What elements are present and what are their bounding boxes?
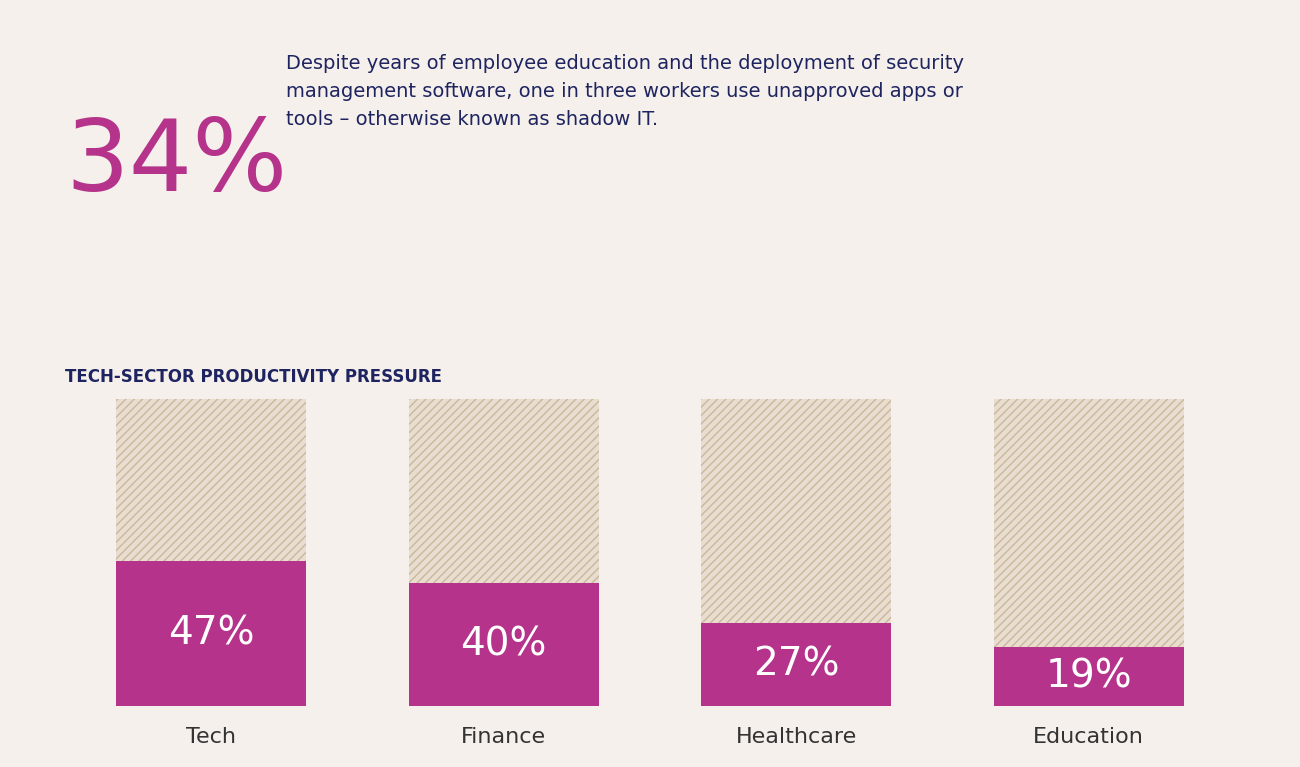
Text: Finance: Finance: [462, 727, 546, 747]
Text: Despite years of employee education and the deployment of security
management so: Despite years of employee education and …: [286, 54, 965, 129]
FancyBboxPatch shape: [993, 399, 1184, 706]
Text: Tech: Tech: [186, 727, 237, 747]
Text: 19%: 19%: [1045, 657, 1132, 696]
Text: 34%: 34%: [65, 115, 287, 212]
Text: Healthcare: Healthcare: [736, 727, 857, 747]
Text: 40%: 40%: [460, 625, 547, 663]
Text: 47%: 47%: [168, 614, 255, 653]
FancyBboxPatch shape: [116, 399, 307, 706]
FancyBboxPatch shape: [408, 583, 599, 706]
Text: TECH-SECTOR PRODUCTIVITY PRESSURE: TECH-SECTOR PRODUCTIVITY PRESSURE: [65, 368, 442, 386]
FancyBboxPatch shape: [408, 399, 599, 706]
FancyBboxPatch shape: [993, 647, 1184, 706]
FancyBboxPatch shape: [701, 399, 892, 706]
FancyBboxPatch shape: [116, 561, 307, 706]
FancyBboxPatch shape: [701, 623, 892, 706]
Text: 27%: 27%: [753, 645, 840, 683]
Text: Education: Education: [1034, 727, 1144, 747]
